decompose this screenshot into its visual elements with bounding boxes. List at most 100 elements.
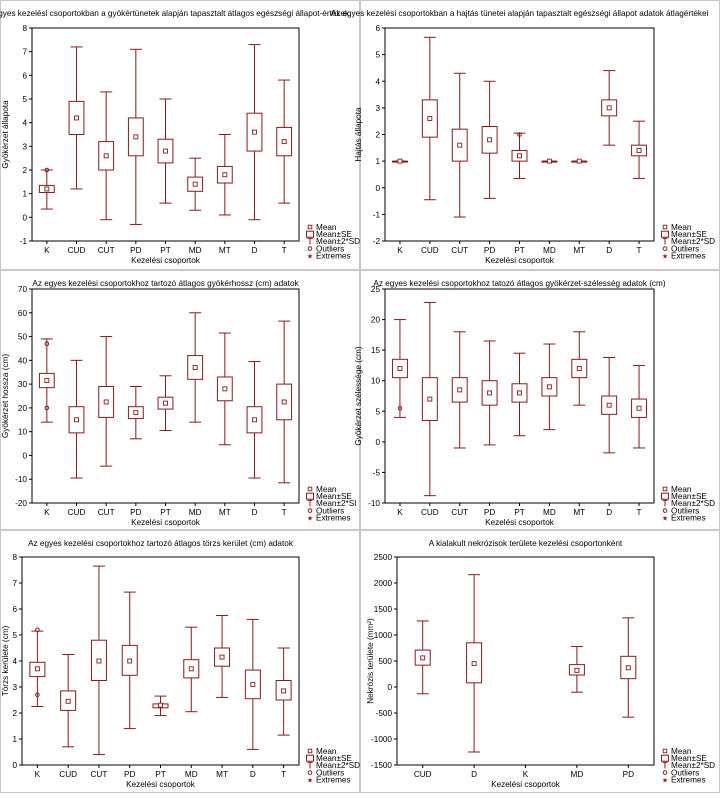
legend-label: Mean xyxy=(671,223,692,232)
y-tick-label: 5 xyxy=(375,407,380,416)
box-MT xyxy=(216,134,233,216)
x-tick-label: PD xyxy=(130,246,141,255)
box-MT xyxy=(571,331,588,406)
box-MT xyxy=(571,158,588,164)
box-T xyxy=(631,364,648,449)
legend-label: Mean xyxy=(671,485,692,494)
legend-extreme-icon: ★ xyxy=(662,777,668,785)
y-tick-label: 0 xyxy=(12,761,17,770)
x-tick-label: PD xyxy=(484,508,495,517)
y-tick-label: 50 xyxy=(18,333,28,342)
x-tick-label: CUD xyxy=(68,246,86,255)
y-tick-label: 5 xyxy=(22,95,27,104)
mean-marker xyxy=(487,137,493,143)
x-tick-label: PD xyxy=(623,770,634,779)
y-tick-label: 0 xyxy=(387,683,392,692)
x-tick-label: CUT xyxy=(98,508,115,517)
y-tick-label: 40 xyxy=(18,356,28,365)
panel-frame xyxy=(0,0,360,270)
legend-label: Extremes xyxy=(316,776,351,785)
y-tick-label: 3 xyxy=(12,683,17,692)
legend-label: Mean±2*SD xyxy=(671,499,715,508)
box-CUT xyxy=(98,91,115,221)
x-tick-label: PD xyxy=(484,246,495,255)
box-K xyxy=(391,319,408,418)
mean-marker xyxy=(606,402,612,408)
mean-marker xyxy=(103,399,109,405)
y-tick-label: 5 xyxy=(12,631,17,640)
box-PD xyxy=(620,617,637,718)
chart-title: Az egyes kezelési csoportokban a gyökért… xyxy=(0,9,350,18)
x-tick-label: PT xyxy=(514,246,524,255)
mean-marker xyxy=(74,115,79,121)
mean-marker xyxy=(192,181,198,187)
mean-marker xyxy=(397,158,403,164)
mean-marker xyxy=(44,378,50,383)
legend-label: Mean±2*SD xyxy=(316,761,360,770)
y-tick-label: 2 xyxy=(375,131,380,140)
mean-marker xyxy=(636,148,642,153)
box-MD xyxy=(541,158,558,164)
box-MD xyxy=(183,626,200,713)
legend-se-icon xyxy=(306,230,314,238)
mean-marker xyxy=(427,396,433,402)
x-tick-label: CUD xyxy=(421,246,439,255)
x-tick-label: D xyxy=(252,508,258,517)
box-PD xyxy=(127,48,144,225)
mean-marker xyxy=(252,417,257,423)
y-tick-label: 2 xyxy=(22,166,27,175)
box-MD xyxy=(568,645,585,693)
x-tick-label: T xyxy=(637,246,642,255)
x-tick-label: MT xyxy=(573,246,585,255)
box-T xyxy=(631,120,648,179)
legend-outlier-icon xyxy=(307,770,313,775)
chart-panel-4: Az egyes kezelési csoportokhoz tatozó át… xyxy=(354,270,720,530)
legend-label: Extremes xyxy=(671,776,706,785)
legend-extreme-icon: ★ xyxy=(662,515,668,523)
legend-mean-icon xyxy=(307,748,313,754)
y-axis-label: Gyökérzet hossza (cm) xyxy=(1,354,10,438)
mean-marker xyxy=(546,384,552,390)
legend-label: Outliers xyxy=(671,244,699,253)
box-T xyxy=(276,320,293,484)
x-tick-label: MT xyxy=(219,246,231,255)
y-tick-label: 6 xyxy=(375,24,380,33)
outlier-point xyxy=(44,405,50,411)
legend-label: Outliers xyxy=(671,768,699,777)
y-tick-label: 6 xyxy=(12,605,17,614)
y-tick-label: 1 xyxy=(12,735,17,744)
chart-title: A kialakult nekrózisok területe kezelési… xyxy=(429,539,623,548)
outlier-point xyxy=(35,692,40,698)
chart-panel-2: Az egyes kezelési csoportokban a hajtás … xyxy=(331,0,720,270)
panel-frame xyxy=(0,530,360,793)
box-PT xyxy=(157,375,174,431)
mean-marker xyxy=(576,158,582,164)
x-tick-label: D xyxy=(606,246,612,255)
mean-marker xyxy=(471,661,477,667)
legend-label: Mean±SE xyxy=(316,754,352,763)
box-PD xyxy=(481,80,498,199)
y-tick-label: 4 xyxy=(22,119,27,128)
box-T xyxy=(275,647,292,736)
mean-marker xyxy=(133,134,139,140)
x-tick-label: MD xyxy=(543,508,556,517)
box-CUT xyxy=(98,336,115,467)
x-tick-label: MD xyxy=(571,770,584,779)
box-CUD xyxy=(421,36,438,201)
x-tick-label: D xyxy=(250,770,256,779)
y-tick-label: 30 xyxy=(18,380,28,389)
x-tick-label: K xyxy=(523,770,529,779)
x-tick-label: PT xyxy=(160,246,170,255)
y-tick-label: 25 xyxy=(371,285,381,294)
x-tick-label: MD xyxy=(189,246,202,255)
box-D xyxy=(601,70,618,146)
legend-outlier-icon xyxy=(307,246,313,251)
legend-label: Mean±2*SD xyxy=(671,761,715,770)
box-CUD xyxy=(421,301,438,497)
legend-label: Extremes xyxy=(671,514,706,523)
y-tick-label: 20 xyxy=(371,316,381,325)
mean-marker xyxy=(252,129,257,135)
mean-marker xyxy=(636,405,642,411)
x-tick-label: CUD xyxy=(59,770,77,779)
